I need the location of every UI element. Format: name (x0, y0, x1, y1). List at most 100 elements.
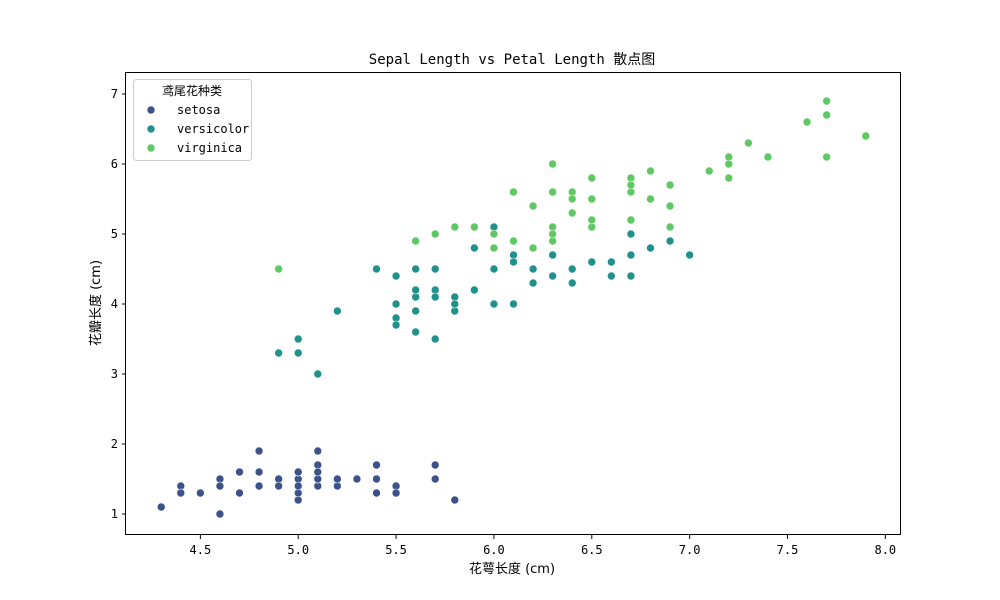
x-tick-label: 6.0 (483, 543, 505, 557)
point-versicolor (528, 264, 538, 274)
point-versicolor (685, 250, 694, 260)
point-versicolor (470, 243, 479, 253)
point-versicolor (450, 299, 460, 309)
point-versicolor (274, 348, 283, 358)
point-versicolor (430, 334, 440, 344)
point-virginica (626, 215, 636, 225)
point-virginica (724, 159, 734, 169)
point-virginica (470, 222, 479, 232)
legend-box (133, 79, 252, 161)
legend-label-versicolor: versicolor (177, 122, 249, 136)
x-tick-label: 8.0 (874, 543, 896, 557)
point-setosa (254, 481, 264, 491)
x-tick-label: 7.5 (777, 543, 799, 557)
point-setosa (196, 488, 205, 498)
point-virginica (626, 180, 636, 190)
point-versicolor (567, 278, 577, 288)
point-versicolor (509, 257, 518, 267)
point-setosa (333, 474, 342, 484)
point-versicolor (391, 271, 401, 281)
point-virginica (489, 229, 499, 239)
legend-marker-versicolor (146, 124, 156, 134)
point-virginica (274, 264, 283, 274)
point-versicolor (548, 271, 557, 281)
point-virginica (548, 159, 557, 169)
point-versicolor (509, 299, 518, 309)
legend-marker-setosa (146, 105, 156, 115)
point-virginica (548, 229, 557, 239)
point-setosa (293, 467, 303, 477)
point-versicolor (607, 257, 616, 267)
point-versicolor (293, 334, 303, 344)
point-setosa (215, 509, 225, 519)
point-setosa (430, 460, 440, 470)
point-setosa (372, 460, 381, 470)
data-points (156, 96, 871, 519)
y-axis-title: 花瓣长度 (cm) (88, 260, 104, 346)
x-tick-label: 4.5 (190, 543, 212, 557)
point-versicolor (391, 320, 401, 330)
point-virginica (822, 96, 831, 106)
point-versicolor (548, 250, 557, 260)
point-virginica (861, 131, 871, 141)
y-tick-label: 4 (111, 297, 118, 311)
point-virginica (763, 152, 773, 162)
point-versicolor (470, 285, 479, 295)
y-tick-label: 5 (111, 227, 118, 241)
point-setosa (372, 488, 381, 498)
point-virginica (567, 208, 577, 218)
point-versicolor (646, 243, 655, 253)
x-axis: 4.5 5.0 5.5 6.0 6.5 7.0 7.5 8.0 (190, 535, 896, 557)
point-versicolor (333, 306, 342, 316)
y-tick-label: 6 (111, 157, 118, 171)
point-versicolor (626, 271, 636, 281)
point-versicolor (411, 285, 420, 295)
point-setosa (215, 481, 225, 491)
point-virginica (704, 166, 714, 176)
point-setosa (430, 474, 440, 484)
point-virginica (665, 222, 675, 232)
point-versicolor (430, 264, 440, 274)
point-versicolor (411, 264, 420, 274)
point-virginica (822, 110, 831, 120)
point-virginica (509, 236, 518, 246)
point-virginica (528, 243, 538, 253)
point-versicolor (313, 369, 323, 379)
point-setosa (313, 446, 323, 456)
y-tick-label: 2 (111, 437, 118, 451)
x-axis-title: 花萼长度 (cm) (469, 561, 555, 577)
point-setosa (372, 474, 381, 484)
point-virginica (548, 187, 557, 197)
point-versicolor (528, 278, 538, 288)
chart-title: Sepal Length vs Petal Length 散点图 (369, 52, 655, 68)
point-setosa (156, 502, 166, 512)
point-virginica (450, 222, 460, 232)
x-tick-label: 7.0 (679, 543, 701, 557)
point-setosa (352, 474, 362, 484)
point-versicolor (626, 229, 636, 239)
point-versicolor (489, 299, 499, 309)
point-setosa (391, 488, 401, 498)
legend-label-virginica: virginica (177, 141, 242, 155)
legend: 鸢尾花种类 setosa versicolor virginica (133, 79, 252, 161)
y-axis: 1 2 3 4 5 6 7 (111, 87, 126, 521)
point-versicolor (567, 264, 577, 274)
legend-label-setosa: setosa (177, 103, 220, 117)
point-virginica (528, 201, 538, 211)
x-tick-label: 5.0 (287, 543, 309, 557)
point-virginica (411, 236, 420, 246)
point-setosa (274, 481, 283, 491)
point-virginica (646, 166, 655, 176)
point-versicolor (665, 236, 675, 246)
point-virginica (744, 138, 753, 148)
y-tick-label: 7 (111, 87, 118, 101)
point-versicolor (293, 348, 303, 358)
point-virginica (802, 117, 812, 127)
point-versicolor (430, 292, 440, 302)
point-setosa (235, 467, 244, 477)
point-setosa (313, 467, 323, 477)
point-virginica (665, 201, 675, 211)
point-setosa (450, 495, 460, 505)
point-virginica (646, 194, 655, 204)
x-tick-label: 6.5 (581, 543, 603, 557)
